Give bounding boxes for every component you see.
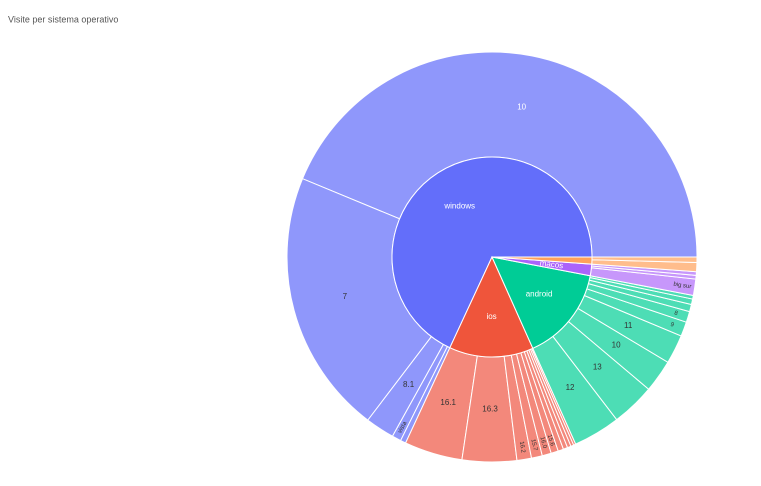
sector-label: 13 (593, 362, 602, 371)
sector-label: 15.6 (546, 434, 555, 448)
sector-label: 10 (612, 341, 621, 350)
sector-label: ios (486, 312, 496, 321)
sector-label: macos (539, 258, 564, 270)
chart-title: Visite per sistema operativo (8, 14, 118, 24)
sector-label: 8 (673, 310, 679, 317)
sector-label: 16.2 (518, 441, 526, 454)
parent-sector (491, 256, 591, 349)
sector-label: 9 (669, 322, 675, 329)
sector-label: 16.1 (440, 398, 456, 407)
sector-label: 12 (566, 383, 575, 392)
parent-sector (449, 255, 534, 358)
sector-label: 8.1 (403, 380, 415, 389)
sector-label: 7 (343, 292, 348, 301)
sector-label: windows (443, 202, 475, 211)
sector-label: 15.7 (529, 439, 538, 452)
sector-label: vista (397, 420, 408, 434)
sector-label: android (526, 289, 553, 298)
parent-sector (391, 156, 593, 349)
sector-label: big sur (673, 282, 692, 291)
sector-label: 16.0 (538, 436, 547, 449)
sector-label: 16.3 (482, 405, 498, 414)
sector-label: 11 (624, 321, 633, 330)
sector-label: 10 (517, 103, 526, 112)
parent-sector (491, 256, 593, 265)
